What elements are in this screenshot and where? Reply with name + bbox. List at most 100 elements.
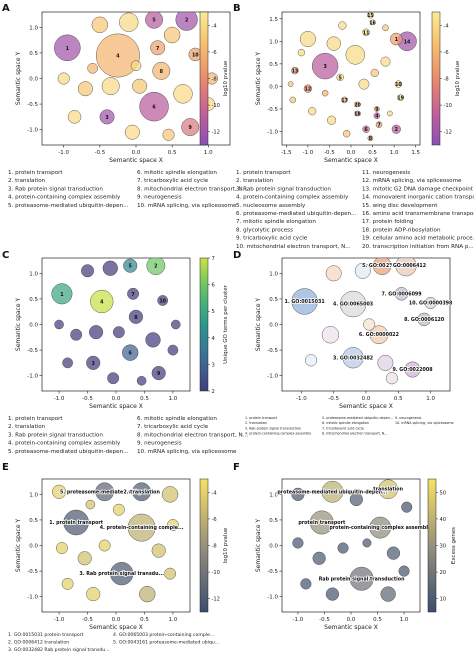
bubble (299, 31, 316, 48)
panel-letter: F (233, 462, 240, 473)
x-tick-label: 1.5 (411, 150, 420, 156)
y-tick-label: 0.5 (29, 518, 38, 524)
bubble (343, 130, 351, 138)
legend-list: 1. protein transport 2. translation 3. Rab… (8, 416, 248, 455)
bubble (164, 567, 176, 580)
panel-letter: B (233, 3, 241, 14)
x-tick-label: -1.0 (58, 150, 69, 156)
x-tick-label: 0.5 (368, 150, 377, 156)
bubble-label: 17 (341, 98, 348, 104)
panel-a: A -1.0 -0.5 0.0 0.5 1.0 1.0 0.5 0.0 -0.5 -1.0 Seman… (2, 3, 248, 209)
legend-item: 9. neurogenesis (395, 416, 422, 420)
bubble (289, 96, 297, 104)
legend-item: 8. glycolytic process (236, 227, 293, 233)
legend-item: 13. mitotic G2 DNA damage checkpoint (362, 186, 474, 192)
colorbar-tick-label: -8 (212, 544, 217, 550)
bubble (61, 577, 74, 590)
y-tick-label: -1.0 (267, 595, 278, 601)
x-tick-label: -1.0 (303, 150, 314, 156)
bubble-layer (287, 12, 417, 142)
x-axis-label: Semantic space X (89, 403, 143, 410)
bubble (390, 32, 403, 46)
y-tick-label: 0.0 (269, 84, 278, 90)
bubble (291, 288, 318, 315)
y-tick-label: -1.0 (27, 595, 38, 601)
legend-item: 7. tricarboxylic acid cycle (137, 178, 209, 184)
legend-item: 1. protein transport (8, 416, 63, 422)
y-tick-label: 0.5 (269, 518, 278, 524)
legend-item: 5. proteasome-mediated ubiquitin-depen..… (322, 416, 393, 420)
bubble (338, 21, 347, 30)
bubble (394, 287, 409, 301)
bubble-label: 7 (377, 123, 380, 129)
bubble-label: protein transport (298, 520, 346, 526)
y-tick-label: -0.5 (27, 102, 38, 108)
bubble (308, 107, 317, 116)
bubble-label: 18 (354, 111, 361, 117)
colorbar-tick-label: -6 (212, 50, 217, 56)
bubble-label: 13 (292, 69, 299, 75)
y-axis-label: Semantic space Y (255, 52, 262, 106)
x-tick-label: 0.0 (132, 150, 141, 156)
legend-item: 9. neurogenesis (137, 195, 182, 201)
x-tick-label: -1.0 (54, 396, 65, 402)
x-tick-label: -0.5 (328, 396, 339, 402)
bubble (373, 112, 381, 119)
bubble (150, 40, 166, 56)
bubble-label: 2 (185, 18, 188, 24)
x-tick-label: 0.5 (394, 396, 403, 402)
bubble (369, 325, 389, 344)
bubble (311, 52, 339, 80)
x-tick-label: 0.0 (347, 150, 356, 156)
bubble (345, 45, 366, 65)
bubble-label: 1. GO:0015031 (285, 299, 325, 305)
x-tick-label: -0.5 (319, 617, 330, 623)
legend-item: 3. Rab protein signal transduction (245, 426, 301, 430)
bubble (372, 258, 392, 275)
colorbar-label: log10 pvalue (223, 527, 229, 563)
bubble (130, 60, 142, 71)
colorbar-tick-label: -12 (444, 130, 452, 136)
bubble (380, 56, 391, 67)
colorbar-tick-label: 6 (212, 283, 215, 289)
panel-d: D -1.0 -0.5 0.0 0.5 1.0 1.0 0.5 0.0 -0.5 -1.0 Seman… (233, 250, 454, 436)
y-tick-label: 0.0 (269, 544, 278, 550)
legend-item: 1. protein transport (245, 416, 278, 420)
bubble (167, 519, 179, 531)
y-tick-label: 1.0 (269, 39, 278, 45)
bubble (369, 516, 392, 539)
x-axis-label: Semantic space X (324, 157, 378, 164)
y-tick-label: -1.0 (267, 374, 278, 380)
bubble-label: 4 (116, 53, 120, 59)
bubble-label: 3. GO:0032482 (333, 355, 373, 361)
colorbar-label: Unique GO terms per cluster (223, 284, 229, 363)
bubble (321, 89, 329, 97)
legend-item: 3. Rab protein signal transduction (236, 186, 331, 192)
colorbar (199, 478, 209, 613)
legend-item: 7. mitotic spindle elongation (236, 219, 316, 225)
legend-item: 2. translation (245, 421, 267, 425)
bubble (341, 96, 348, 104)
bubble-label: 5 (152, 18, 155, 24)
legend-item: 17. protein folding (362, 219, 414, 225)
bubble (417, 312, 431, 327)
legend-item: 8. mitochondrial electron transport, N..… (322, 432, 387, 436)
bubble (398, 565, 410, 577)
bubble-label: Rab protein signal transduction (319, 576, 405, 582)
y-axis-label: Semantic space Y (255, 298, 262, 352)
y-axis-label: Semantic space Y (15, 52, 22, 106)
bubble (374, 106, 380, 112)
bubble (132, 78, 148, 94)
x-tick-label: 0.0 (347, 617, 356, 623)
bubble (112, 326, 125, 339)
legend-item: 6. mitotic spindle elongation (137, 170, 217, 176)
colorbar-tick-label: -10 (444, 103, 452, 109)
panel-e: E -1.0 -0.5 0.0 0.5 1.0 1.0 0.5 0.0 -0.5 -1.0 Seman… (2, 462, 229, 653)
bubble-label: 1 (395, 37, 398, 43)
bubble (102, 260, 118, 276)
bubble-label: 10 (192, 52, 199, 58)
bubble (167, 344, 179, 356)
bubble (367, 12, 374, 19)
legend-item: 10. mRNA splicing, via spliceosome (395, 421, 454, 425)
x-tick-label: 0.0 (112, 617, 121, 623)
